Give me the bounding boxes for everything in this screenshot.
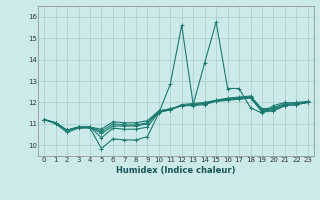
X-axis label: Humidex (Indice chaleur): Humidex (Indice chaleur) xyxy=(116,166,236,175)
